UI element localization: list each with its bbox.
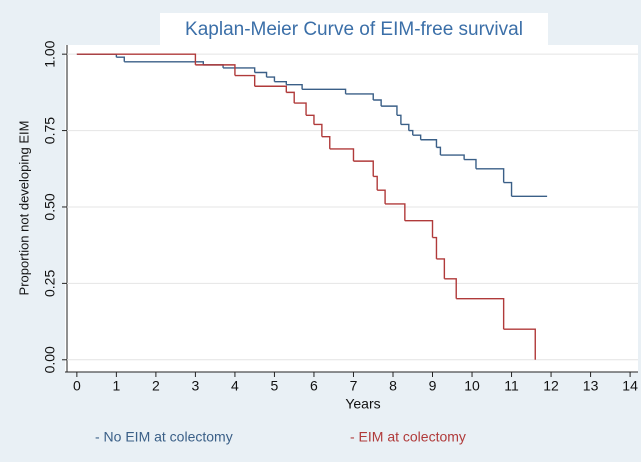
- survival-step: [408, 129, 414, 136]
- y-tick-label: 0.50: [42, 193, 58, 220]
- x-tick-label: 12: [543, 378, 559, 394]
- legend-entry: - No EIM at colectomy: [95, 429, 233, 445]
- y-tick-label: 1.00: [42, 40, 58, 67]
- survival-step: [124, 61, 205, 65]
- survival-step: [444, 278, 457, 299]
- x-tick-label: 4: [231, 378, 239, 394]
- survival-step: [464, 158, 477, 169]
- survival-step: [436, 146, 442, 156]
- survival-step: [400, 123, 410, 131]
- survival-step: [396, 114, 402, 125]
- y-tick-label: 0.25: [42, 270, 58, 297]
- survival-step: [302, 88, 347, 94]
- x-tick-label: 14: [622, 378, 638, 394]
- survival-step: [503, 181, 513, 197]
- survival-step: [373, 99, 382, 107]
- survival-step: [503, 328, 536, 360]
- survival-step: [329, 148, 355, 162]
- x-tick-label: 13: [583, 378, 599, 394]
- x-tick-label: 6: [310, 378, 318, 394]
- y-tick-label: 0.75: [42, 117, 58, 144]
- survival-step: [294, 102, 307, 116]
- survival-step: [195, 64, 236, 76]
- x-tick-label: 2: [152, 378, 160, 394]
- survival-step: [456, 297, 505, 330]
- survival-step: [234, 74, 256, 87]
- survival-step: [475, 168, 505, 183]
- y-axis-label: Proportion not developing EIM: [16, 121, 31, 296]
- survival-step: [385, 203, 406, 221]
- x-tick-label: 3: [192, 378, 200, 394]
- x-tick-label: 5: [271, 378, 279, 394]
- survival-step: [254, 85, 287, 93]
- survival-step: [373, 175, 378, 191]
- survival-step: [353, 160, 374, 177]
- x-tick-label: 9: [429, 378, 437, 394]
- x-tick-label: 10: [464, 378, 480, 394]
- survival-step: [381, 105, 398, 116]
- survival-step: [377, 189, 386, 204]
- x-tick-label: 8: [389, 378, 397, 394]
- survival-step: [286, 84, 303, 90]
- survival-step: [306, 114, 315, 125]
- x-tick-label: 0: [73, 378, 81, 394]
- x-tick-label: 7: [350, 378, 358, 394]
- survival-step: [420, 139, 438, 148]
- survival-step: [345, 93, 374, 101]
- x-axis-label: Years: [345, 396, 380, 412]
- survival-step: [440, 154, 465, 160]
- x-tick-label: 11: [504, 378, 519, 394]
- survival-step: [432, 236, 438, 259]
- survival-step: [116, 56, 125, 62]
- survival-step: [76, 53, 197, 65]
- legend-entry: - EIM at colectomy: [350, 429, 466, 445]
- survival-step: [321, 135, 331, 149]
- survival-step: [274, 80, 287, 85]
- survival-step: [412, 134, 422, 140]
- survival-step: [404, 220, 434, 238]
- title-box: [160, 13, 548, 46]
- chart-title: Kaplan-Meier Curve of EIM-free survival: [185, 19, 523, 40]
- survival-step: [436, 258, 446, 279]
- survival-step: [266, 76, 276, 82]
- survival-step: [254, 71, 268, 78]
- survival-step: [223, 67, 256, 73]
- survival-step: [313, 123, 323, 137]
- plot-area: [65, 45, 638, 372]
- x-tick-label: 1: [112, 378, 120, 394]
- survival-step: [286, 91, 295, 104]
- y-tick-label: 0.00: [42, 346, 58, 373]
